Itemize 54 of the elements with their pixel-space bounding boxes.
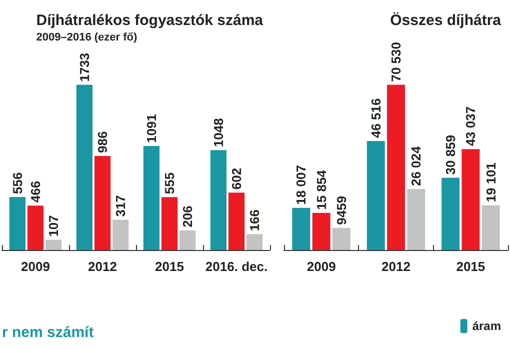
data-label: 26 024 — [408, 146, 424, 186]
x-tick-label: 2009 — [306, 259, 336, 274]
data-label: 555 — [162, 172, 177, 194]
x-tick-label: 2012 — [382, 259, 410, 274]
bar — [462, 149, 480, 250]
bar — [27, 206, 44, 250]
x-tick-label: 2016. dec. — [205, 259, 268, 274]
data-label: 46 516 — [368, 98, 384, 138]
data-label: 9459 — [334, 196, 349, 225]
x-tick-label: 2009 — [21, 259, 50, 274]
bar — [332, 228, 350, 250]
data-label: 43 037 — [463, 106, 478, 146]
bar — [228, 192, 245, 250]
bar — [292, 208, 310, 250]
bar — [407, 189, 426, 250]
bar — [442, 178, 460, 250]
bar — [210, 150, 226, 250]
data-label: 18 007 — [294, 165, 309, 205]
data-label: 19 101 — [483, 162, 498, 202]
data-label: 206 — [180, 206, 196, 228]
data-label: 107 — [46, 215, 62, 237]
data-label: 166 — [247, 209, 262, 232]
data-label: 15 854 — [314, 169, 329, 210]
x-tick-label: 2015 — [456, 259, 486, 274]
bar — [387, 84, 405, 250]
bar — [46, 240, 62, 250]
x-tick-label: 2015 — [155, 259, 184, 274]
legend-label: áram — [472, 319, 501, 333]
data-label: 556 — [10, 172, 25, 194]
x-tick-label: 2012 — [88, 259, 117, 274]
bar — [161, 197, 178, 250]
bar — [246, 234, 263, 250]
bar — [366, 141, 385, 250]
data-label: 1733 — [76, 52, 92, 82]
bar — [482, 205, 500, 250]
data-label: 1091 — [144, 114, 159, 143]
bar — [76, 84, 92, 250]
chart-title: Díjhátralékos fogyasztók száma — [36, 12, 264, 29]
chart-subtitle: 2009–2016 (ezer fő) — [36, 32, 138, 44]
data-label: 317 — [113, 195, 128, 217]
text: r nem számít — [2, 324, 94, 341]
bar — [112, 220, 129, 250]
data-label: 30 859 — [443, 134, 458, 175]
data-label: 466 — [28, 180, 43, 203]
data-label: 70 530 — [388, 42, 404, 82]
data-label: 1048 — [210, 118, 226, 148]
chart-title: Összes díjhátra — [390, 12, 502, 29]
bar — [143, 146, 160, 250]
bar — [94, 156, 111, 250]
data-label: 986 — [95, 131, 110, 153]
data-label: 602 — [229, 168, 244, 190]
bar — [9, 196, 26, 250]
bar — [180, 230, 196, 250]
bar — [312, 212, 330, 250]
